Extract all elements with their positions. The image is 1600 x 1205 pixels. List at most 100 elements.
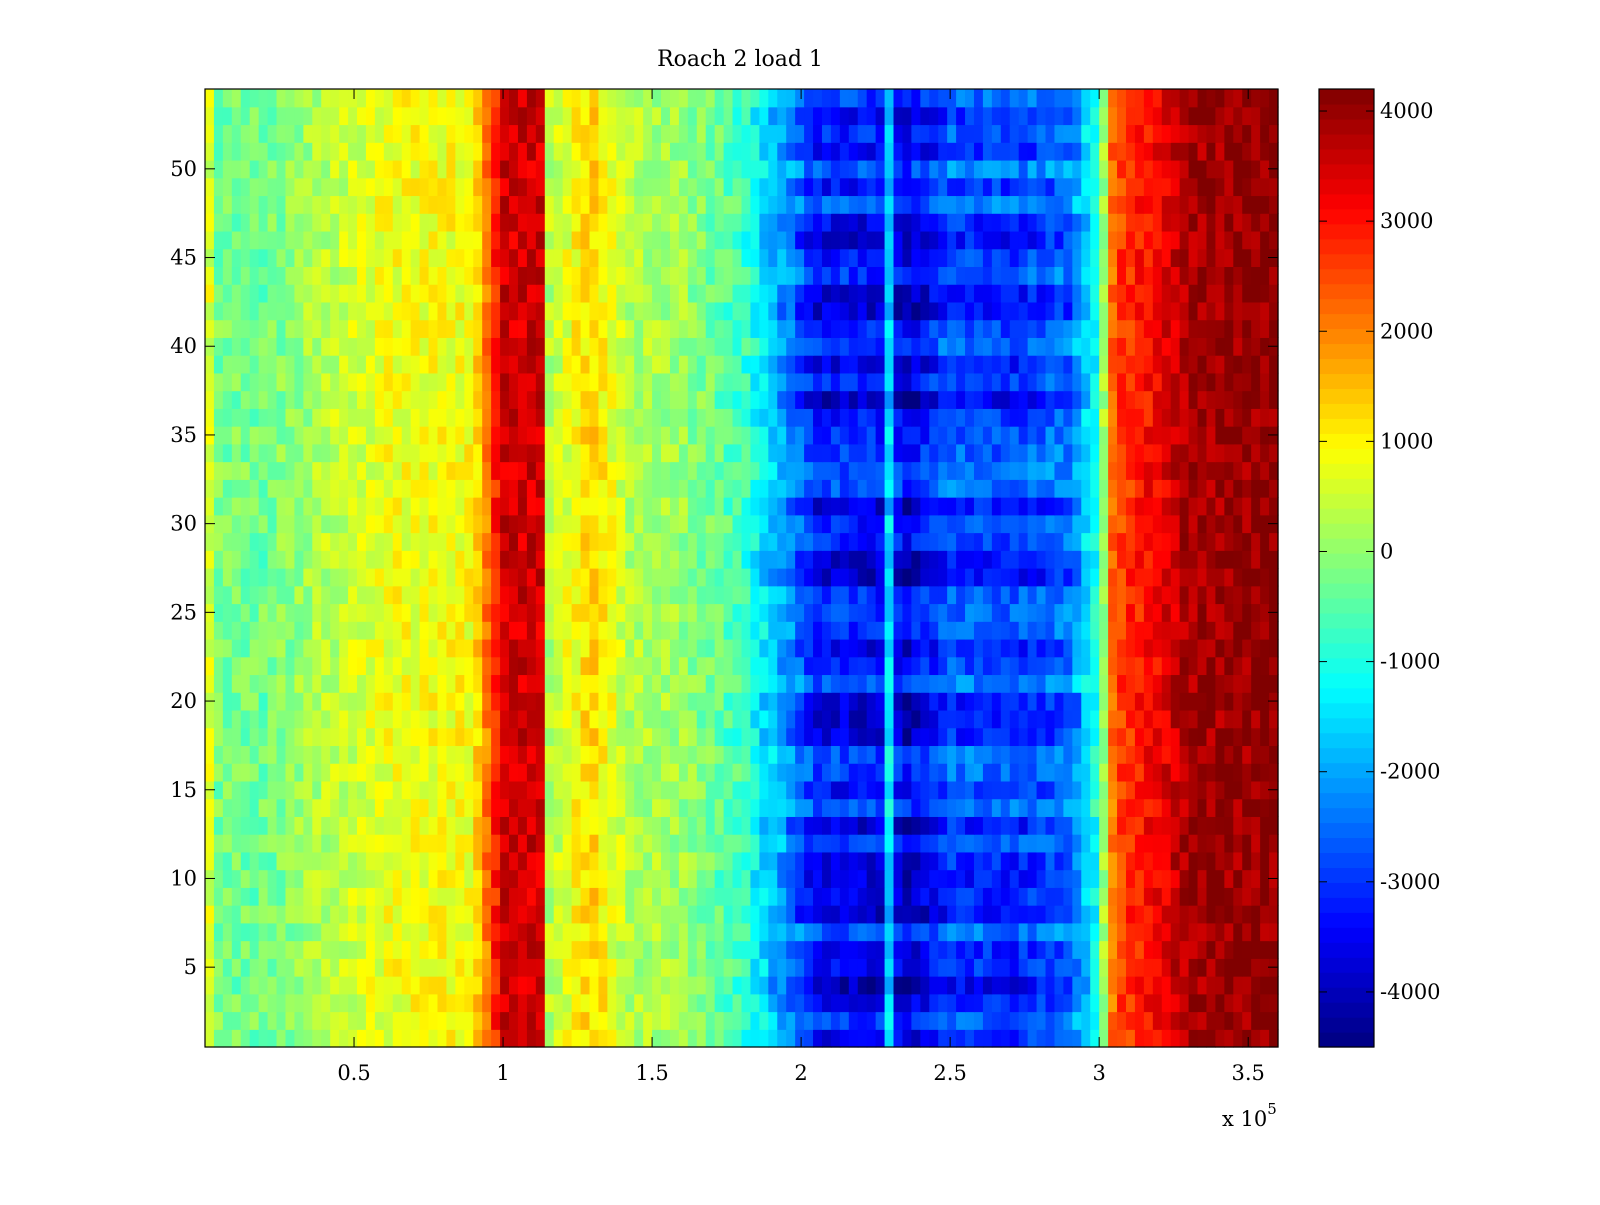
heatmap-cell [965,621,975,640]
heatmap-cell [473,958,483,977]
heatmap-cell [759,337,769,356]
heatmap-cell [1134,798,1145,817]
heatmap-cell [553,1011,564,1030]
heatmap-cell [732,674,743,693]
heatmap-cell [848,887,859,906]
heatmap-cell [1090,372,1100,392]
heatmap-cell [1197,976,1208,995]
heatmap-cell [294,976,304,995]
heatmap-cell [437,958,448,977]
heatmap-cell [1072,816,1082,835]
heatmap-cell [804,497,814,516]
heatmap-cell [643,674,653,693]
heatmap-cell [1081,638,1091,658]
heatmap-cell [956,834,966,853]
heatmap-cell [661,940,671,959]
heatmap-cell [786,976,796,995]
heatmap-cell [509,443,519,463]
heatmap-cell [231,709,242,729]
heatmap-cell [705,798,716,817]
heatmap-cell [348,638,358,658]
heatmap-cell [696,1029,707,1048]
heatmap-cell [1009,958,1020,977]
heatmap-cell [741,585,752,605]
heatmap-cell [464,532,474,551]
heatmap-cell [1036,461,1047,480]
heatmap-cell [947,763,957,782]
heatmap-cell [330,638,340,658]
heatmap-cell [1090,851,1100,871]
heatmap-cell [1072,834,1082,853]
heatmap-cell [339,798,349,817]
heatmap-cell [813,408,823,427]
heatmap-cell [813,372,823,392]
heatmap-cell [294,550,304,569]
heatmap-cell [419,709,430,729]
heatmap-cell [884,976,895,995]
heatmap-cell [607,692,617,711]
heatmap-cell [312,301,322,321]
heatmap-cell [1251,603,1261,622]
heatmap-cell [1045,532,1056,551]
heatmap-cell [303,1029,313,1048]
heatmap-cell [1081,479,1091,498]
heatmap-cell [759,922,769,942]
heatmap-cell [267,834,278,853]
heatmap-cell [339,834,349,853]
heatmap-cell [839,390,850,409]
heatmap-cell [956,905,966,924]
heatmap-cell [652,780,662,800]
heatmap-cell [866,1029,877,1048]
heatmap-cell [294,727,304,747]
heatmap-cell [634,337,644,356]
heatmap-cell [562,426,573,445]
heatmap-cell [205,922,215,942]
heatmap-cell [982,408,993,427]
heatmap-cell [1117,763,1127,782]
heatmap-cell [240,532,251,551]
heatmap-cell [625,1011,635,1030]
heatmap-cell [723,763,734,782]
heatmap-cell [383,301,394,321]
heatmap-cell [312,355,322,374]
heatmap-cell [249,798,260,817]
heatmap-cell [1081,834,1091,853]
heatmap-cell [312,709,322,729]
heatmap-cell [339,763,349,782]
heatmap-cell [956,763,966,782]
heatmap-cell [464,461,474,480]
heatmap-cell [795,443,805,463]
heatmap-cell [1170,976,1181,995]
heatmap-cell [276,727,287,747]
heatmap-cell [929,621,939,640]
heatmap-cell [777,461,787,480]
heatmap-cell [580,816,591,835]
heatmap-cell [258,798,269,817]
heatmap-cell [357,408,367,427]
heatmap-cell [750,355,760,374]
heatmap-cell [687,692,698,711]
heatmap-cell [598,993,608,1013]
heatmap-cell [643,745,653,764]
heatmap-cell [1054,497,1064,516]
heatmap-cell [643,1029,653,1048]
heatmap-cell [813,461,823,480]
heatmap-cell [222,426,233,445]
heatmap-cell [875,692,886,711]
heatmap-cell [276,763,287,782]
heatmap-cell [473,301,483,321]
heatmap-cell [1206,922,1217,942]
heatmap-cell [580,355,591,374]
heatmap-cell [965,816,975,835]
heatmap-cell [732,780,743,800]
heatmap-cell [276,532,287,551]
heatmap-cell [1000,656,1011,676]
heatmap-cell [249,1011,260,1030]
heatmap-cell [1152,585,1163,605]
heatmap-cell [857,532,868,551]
heatmap-cell [884,727,895,747]
heatmap-cell [374,656,385,676]
heatmap-cell [205,763,215,782]
heatmap-cell [1054,976,1064,995]
heatmap-cell [1063,763,1073,782]
